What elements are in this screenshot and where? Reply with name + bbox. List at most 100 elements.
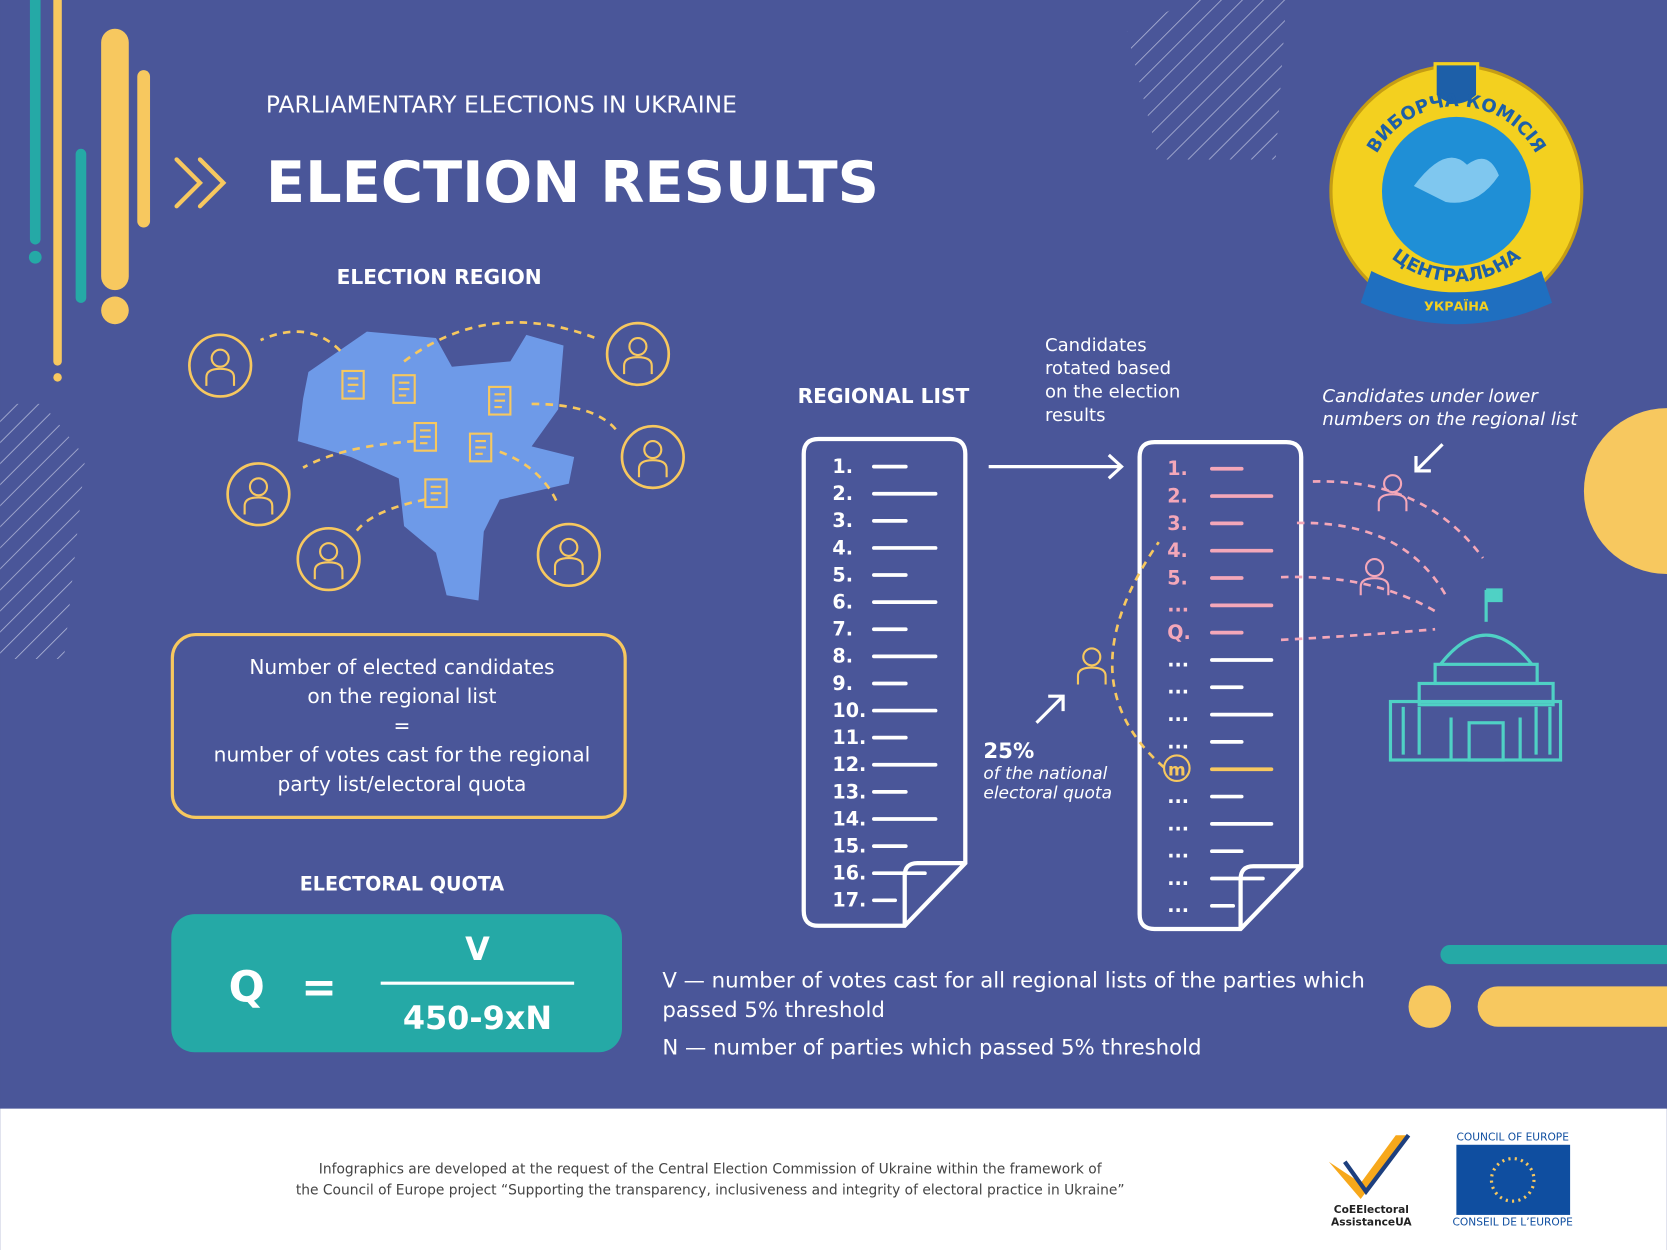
person-icon bbox=[188, 333, 253, 398]
footer bbox=[0, 1108, 1667, 1250]
coe-top: COUNCIL OF EUROPE bbox=[1457, 1131, 1570, 1144]
document bbox=[424, 478, 448, 509]
document-lines bbox=[347, 377, 359, 393]
document-icon bbox=[341, 369, 365, 400]
formula-line: on the regional list bbox=[307, 684, 496, 708]
list-number: 6. bbox=[832, 591, 853, 614]
footer-text: Infographics are developed at the reques… bbox=[319, 1161, 1103, 1177]
coe-bottom: CONSEIL DE L’EUROPE bbox=[1453, 1216, 1574, 1229]
ring bbox=[296, 526, 361, 592]
formula-line: Number of elected candidates bbox=[249, 655, 554, 679]
people bbox=[188, 321, 1408, 685]
definition-v: passed 5% threshold bbox=[662, 998, 885, 1023]
list-number: ... bbox=[1167, 894, 1189, 917]
person-icon bbox=[605, 321, 671, 387]
list-number: 4. bbox=[832, 536, 853, 559]
body bbox=[1377, 493, 1408, 512]
region-arrows bbox=[260, 321, 618, 533]
formula-line: party list/electoral quota bbox=[277, 772, 526, 796]
body bbox=[637, 459, 668, 478]
ring bbox=[226, 462, 291, 527]
person-icon bbox=[1359, 558, 1390, 596]
lower-note: numbers on the regional list bbox=[1322, 409, 1578, 430]
document bbox=[392, 374, 416, 404]
list-heading: REGIONAL LIST bbox=[798, 384, 970, 408]
person-icon bbox=[536, 522, 601, 588]
formula-box bbox=[170, 632, 627, 819]
head bbox=[1383, 474, 1403, 494]
list-number: ... bbox=[1167, 812, 1189, 835]
head bbox=[628, 336, 648, 357]
list-number: ... bbox=[1167, 648, 1189, 671]
decor bbox=[0, 0, 1667, 1028]
head bbox=[643, 440, 663, 460]
footer-text: the Council of Europe project “Supportin… bbox=[296, 1183, 1125, 1199]
list-number: ... bbox=[1167, 867, 1189, 890]
body bbox=[1076, 666, 1107, 685]
rotation-note: Candidates bbox=[1045, 335, 1147, 356]
head bbox=[559, 537, 579, 557]
rotation-note: on the election bbox=[1045, 382, 1180, 403]
document-lines bbox=[494, 393, 506, 409]
quota-arrow bbox=[1110, 541, 1165, 769]
rotation-note: results bbox=[1045, 405, 1105, 426]
body bbox=[313, 561, 344, 580]
arrow bbox=[1035, 694, 1065, 724]
list-number: 13. bbox=[832, 780, 866, 803]
document-icon bbox=[488, 385, 512, 416]
list-number: ... bbox=[1167, 840, 1189, 863]
logo-mark bbox=[1343, 1133, 1411, 1196]
person-icon bbox=[620, 424, 685, 490]
document bbox=[488, 385, 512, 416]
list-number: 17. bbox=[832, 889, 866, 912]
subtitle: PARLIAMENTARY ELECTIONS IN UKRAINE bbox=[266, 91, 737, 119]
ring bbox=[188, 333, 253, 398]
coe-flag bbox=[1456, 1144, 1571, 1215]
list-number: 2. bbox=[832, 482, 853, 505]
lower-note: Candidates under lower bbox=[1322, 386, 1539, 407]
list-number: 1. bbox=[1167, 457, 1188, 480]
document bbox=[468, 432, 493, 463]
quota-equals: = bbox=[301, 963, 337, 1012]
documents bbox=[341, 369, 512, 509]
list-number: 9. bbox=[832, 672, 853, 695]
m-circle bbox=[1163, 754, 1191, 782]
list-number: 3. bbox=[832, 509, 853, 532]
person-icon bbox=[1076, 647, 1107, 685]
logo-mark bbox=[1328, 1135, 1409, 1199]
definition-v: V — number of votes cast for all regiona… bbox=[662, 968, 1365, 993]
emblem-banner: УКРАЇНА bbox=[1424, 298, 1489, 314]
list-number: ... bbox=[1167, 703, 1189, 726]
document-lines bbox=[398, 381, 410, 397]
document-icon bbox=[468, 432, 493, 463]
ring bbox=[536, 522, 601, 588]
logo-text: CoEElectoral bbox=[1334, 1203, 1409, 1216]
document bbox=[341, 369, 365, 400]
quota-symbol: Q bbox=[229, 963, 265, 1012]
person-icon bbox=[1377, 474, 1408, 512]
list-number: 15. bbox=[832, 834, 866, 857]
quota-note: of the national bbox=[983, 764, 1107, 784]
list-number: 11. bbox=[832, 726, 866, 749]
formula-line: number of votes cast for the regional bbox=[214, 743, 591, 767]
list-number: Q. bbox=[1167, 621, 1191, 644]
emblem: ВИБОРЧА КОМІСІЯ ЦЕНТРАЛЬНА УКРАЇНА bbox=[1329, 62, 1584, 325]
head bbox=[1364, 558, 1385, 578]
body bbox=[623, 356, 653, 375]
ring bbox=[605, 321, 671, 387]
rotation-arrows bbox=[1280, 480, 1485, 642]
title: ELECTION RESULTS bbox=[266, 149, 879, 216]
document bbox=[413, 421, 438, 452]
quota-percent: 25% bbox=[983, 739, 1034, 764]
list-number: 7. bbox=[832, 618, 853, 641]
body bbox=[1359, 577, 1390, 596]
logo-text: AssistanceUA bbox=[1331, 1216, 1412, 1229]
parliament bbox=[1388, 588, 1563, 762]
document-icon bbox=[424, 478, 448, 509]
list-sheet bbox=[801, 436, 968, 928]
quota-heading: ELECTORAL QUOTA bbox=[300, 873, 505, 896]
head bbox=[1082, 647, 1102, 667]
list-number: ... bbox=[1167, 676, 1189, 699]
